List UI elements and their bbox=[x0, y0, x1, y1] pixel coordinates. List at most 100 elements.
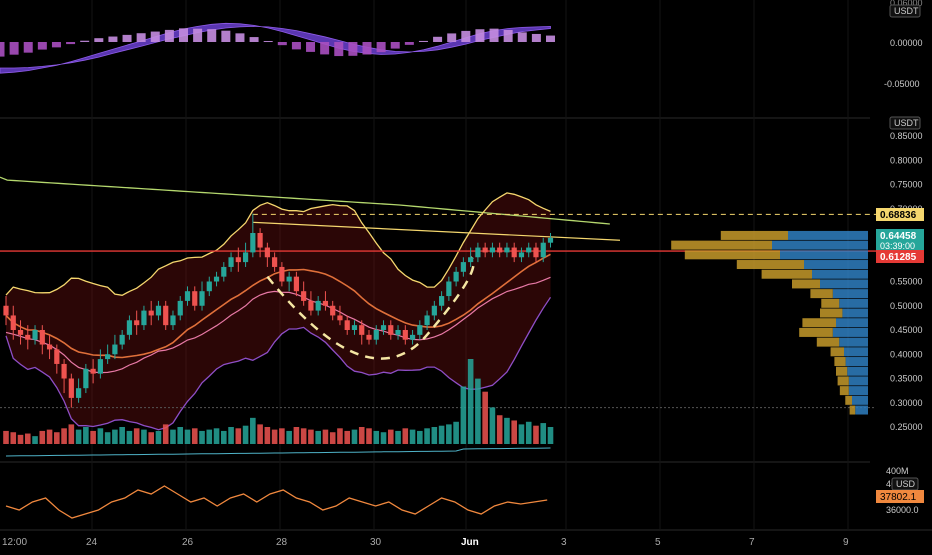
candle-body[interactable] bbox=[286, 276, 292, 282]
macd-histogram-bar[interactable] bbox=[306, 42, 316, 52]
candle-body[interactable] bbox=[119, 334, 125, 345]
volume-bar[interactable] bbox=[32, 436, 38, 444]
price-unit-badge[interactable] bbox=[889, 116, 921, 130]
candle-body[interactable] bbox=[61, 363, 67, 379]
volume-bar[interactable] bbox=[496, 415, 503, 444]
volume-bar[interactable] bbox=[141, 429, 147, 444]
fast-ema-line[interactable] bbox=[5, 276, 551, 374]
candle-body[interactable] bbox=[511, 247, 517, 258]
candle-body[interactable] bbox=[68, 378, 74, 398]
volume-profile-down-bar[interactable] bbox=[802, 318, 836, 328]
macd-histogram-bar[interactable] bbox=[23, 42, 33, 53]
candle-body[interactable] bbox=[213, 276, 220, 282]
candle-body[interactable] bbox=[533, 247, 539, 258]
volume-bar[interactable] bbox=[155, 430, 162, 444]
candles[interactable] bbox=[3, 213, 554, 408]
macd-histogram-bar[interactable] bbox=[291, 42, 301, 50]
volume-bar[interactable] bbox=[46, 429, 53, 444]
bollinger-basis-line[interactable] bbox=[5, 253, 551, 359]
bollinger-lower-line[interactable] bbox=[5, 296, 552, 431]
price-axis[interactable]: 0.06000 USDT 0.00000 -0.05000 USDT 0.850… bbox=[876, 0, 924, 515]
price-pane[interactable] bbox=[0, 176, 876, 431]
macd-histogram-bar[interactable] bbox=[249, 37, 259, 42]
volume-profile-down-bar[interactable] bbox=[816, 337, 840, 347]
volume-bar[interactable] bbox=[10, 432, 17, 444]
volume-bar[interactable] bbox=[344, 430, 351, 444]
candle-body[interactable] bbox=[373, 330, 379, 340]
macd-histogram-bar[interactable] bbox=[80, 40, 90, 42]
macd-histogram-bar[interactable] bbox=[433, 36, 443, 42]
macd-histogram-bar[interactable] bbox=[0, 42, 5, 57]
volume-profile-down-bar[interactable] bbox=[839, 386, 849, 396]
volume-bar[interactable] bbox=[540, 423, 547, 444]
macd-histogram-bar[interactable] bbox=[66, 42, 76, 45]
volume-bar[interactable] bbox=[90, 430, 96, 444]
candle-body[interactable] bbox=[250, 233, 256, 253]
candle-body[interactable] bbox=[228, 257, 234, 267]
volume-profile-up-bar[interactable] bbox=[847, 366, 868, 376]
candle-body[interactable] bbox=[25, 334, 31, 340]
volume-bar[interactable] bbox=[61, 428, 67, 444]
candle-body[interactable] bbox=[417, 325, 423, 335]
volume-profile-up-bar[interactable] bbox=[852, 395, 868, 405]
candle-body[interactable] bbox=[141, 310, 147, 326]
candle-body[interactable] bbox=[112, 344, 118, 355]
volume-bar[interactable] bbox=[228, 427, 234, 444]
macd-histogram-bar[interactable] bbox=[207, 29, 217, 42]
macd-histogram-bar[interactable] bbox=[475, 29, 485, 42]
volume-bar[interactable] bbox=[83, 427, 89, 444]
volume-bar[interactable] bbox=[177, 427, 184, 444]
volume-bar[interactable] bbox=[358, 427, 365, 444]
candle-body[interactable] bbox=[547, 237, 554, 243]
volume-bar[interactable] bbox=[242, 425, 249, 444]
candle-body[interactable] bbox=[242, 252, 249, 263]
candle-body[interactable] bbox=[177, 300, 183, 316]
candle-body[interactable] bbox=[366, 334, 372, 340]
macd-histogram-bar[interactable] bbox=[348, 42, 358, 56]
volume-profile-up-bar[interactable] bbox=[772, 240, 868, 250]
candle-body[interactable] bbox=[489, 247, 496, 253]
volume-bar[interactable] bbox=[206, 429, 213, 444]
candle-body[interactable] bbox=[424, 315, 430, 326]
candle-body[interactable] bbox=[221, 266, 227, 277]
volume-profile-up-bar[interactable] bbox=[848, 386, 868, 396]
volume-bar[interactable] bbox=[279, 428, 285, 444]
volume-bar[interactable] bbox=[162, 424, 169, 444]
candle-body[interactable] bbox=[315, 300, 321, 311]
volume-bar[interactable] bbox=[264, 427, 271, 444]
macd-histogram-bar[interactable] bbox=[390, 42, 400, 49]
macd-histogram-bar[interactable] bbox=[193, 28, 203, 42]
macd-histogram-bar[interactable] bbox=[37, 42, 47, 50]
volume-bars[interactable] bbox=[3, 359, 554, 444]
candle-body[interactable] bbox=[17, 330, 24, 335]
candle-body[interactable] bbox=[431, 305, 437, 316]
volume-bar[interactable] bbox=[533, 425, 539, 444]
volume-profile-up-bar[interactable] bbox=[832, 327, 868, 337]
candle-body[interactable] bbox=[105, 354, 111, 360]
candle-body[interactable] bbox=[184, 291, 191, 301]
volume-profile-down-bar[interactable] bbox=[820, 308, 843, 318]
volume-profile-down-bar[interactable] bbox=[836, 366, 848, 376]
candle-body[interactable] bbox=[76, 388, 82, 398]
macd-histogram-bar[interactable] bbox=[164, 29, 174, 42]
candle-body[interactable] bbox=[453, 271, 459, 282]
macd-histogram-bar[interactable] bbox=[489, 28, 499, 42]
volume-profile-up-bar[interactable] bbox=[788, 230, 868, 240]
macd-histogram-bar[interactable] bbox=[503, 29, 513, 42]
volume-profile-down-bar[interactable] bbox=[761, 269, 812, 279]
candle-body[interactable] bbox=[359, 325, 365, 335]
volume-bar[interactable] bbox=[257, 424, 263, 444]
volume-bar[interactable] bbox=[119, 427, 125, 444]
volume-bar[interactable] bbox=[112, 429, 118, 444]
volume-bar[interactable] bbox=[126, 430, 133, 444]
volume-bar[interactable] bbox=[300, 428, 307, 444]
volume-bar[interactable] bbox=[24, 433, 31, 444]
volume-profile-down-bar[interactable] bbox=[837, 376, 849, 386]
candle-body[interactable] bbox=[54, 349, 60, 364]
macd-histogram-bar[interactable] bbox=[277, 42, 287, 46]
macd-histogram-bar[interactable] bbox=[221, 30, 231, 42]
volume-bar[interactable] bbox=[199, 430, 205, 444]
candle-body[interactable] bbox=[504, 247, 510, 253]
macd-histogram-bar[interactable] bbox=[150, 31, 160, 42]
